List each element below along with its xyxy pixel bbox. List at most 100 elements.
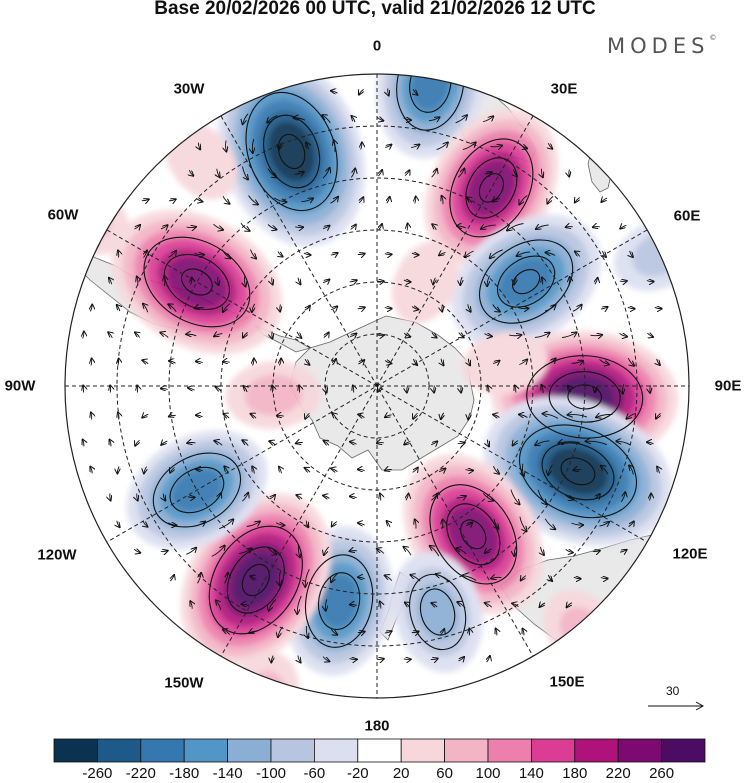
wind-vector bbox=[568, 386, 571, 393]
wind-vector bbox=[187, 497, 195, 498]
lon-label-30e: 30E bbox=[550, 80, 578, 98]
wind-vector bbox=[190, 601, 192, 609]
wind-vector bbox=[252, 303, 255, 312]
wind-vector bbox=[647, 333, 653, 337]
wind-vector bbox=[298, 277, 301, 285]
wind-vector bbox=[141, 199, 149, 200]
wind-vector bbox=[566, 227, 573, 228]
wind-vector bbox=[377, 443, 384, 444]
wind-vector bbox=[548, 574, 552, 581]
wind-vector bbox=[223, 303, 230, 312]
colorbar-swatch bbox=[97, 738, 142, 763]
wind-vector bbox=[194, 253, 204, 254]
wind-vector bbox=[405, 170, 409, 175]
wind-vector bbox=[540, 603, 546, 607]
wind-vector bbox=[243, 332, 248, 337]
wind-vector bbox=[303, 253, 311, 255]
wind-vector bbox=[160, 225, 168, 229]
wind-vector bbox=[324, 546, 330, 555]
wind-vector bbox=[468, 412, 470, 420]
wind-vector bbox=[407, 224, 408, 231]
anomaly-contour bbox=[512, 268, 541, 295]
wind-vector bbox=[332, 522, 338, 527]
wind-vector bbox=[410, 575, 421, 582]
wind-vector bbox=[412, 468, 418, 473]
wind-vector bbox=[267, 168, 277, 178]
wind-vector bbox=[431, 603, 438, 607]
wind-vector bbox=[83, 332, 84, 339]
wind-vector bbox=[245, 275, 246, 287]
wind-vector bbox=[573, 470, 582, 471]
wind-vector bbox=[507, 223, 524, 231]
wind-vector bbox=[198, 142, 200, 150]
wind-vector bbox=[430, 659, 438, 660]
wind-vector bbox=[487, 275, 489, 286]
wind-vector bbox=[630, 250, 633, 257]
wind-vector bbox=[272, 331, 273, 339]
wind-vector bbox=[214, 334, 223, 337]
wind-vector bbox=[168, 251, 177, 258]
wind-vector bbox=[492, 361, 500, 364]
wind-vector bbox=[110, 440, 112, 447]
wind-vector bbox=[519, 143, 527, 149]
wind-vector bbox=[242, 440, 249, 447]
anomaly-fill bbox=[499, 257, 554, 306]
wind-vector bbox=[458, 657, 464, 661]
wind-vector bbox=[649, 494, 651, 501]
anomaly-fill bbox=[469, 161, 514, 215]
wind-vector bbox=[514, 169, 518, 177]
wind-vector bbox=[442, 196, 443, 205]
wind-vector bbox=[359, 197, 363, 204]
wind-vector bbox=[541, 546, 545, 555]
wind-vector bbox=[357, 254, 365, 255]
wind-vector bbox=[623, 384, 624, 393]
brand-mark: © bbox=[709, 34, 717, 42]
wind-vector bbox=[541, 385, 543, 394]
wind-vector bbox=[186, 548, 196, 555]
wind-vector bbox=[135, 332, 140, 338]
wind-vector bbox=[279, 467, 282, 474]
anomaly-contour bbox=[446, 503, 501, 566]
wind-vector bbox=[385, 575, 393, 581]
wind-vector bbox=[572, 305, 582, 312]
wind-vector bbox=[469, 629, 470, 636]
colorbar-tick-label: -260 bbox=[82, 765, 113, 782]
wind-vector bbox=[377, 549, 385, 554]
wind-vector bbox=[250, 576, 257, 580]
wind-vector bbox=[523, 629, 525, 636]
anomaly-contour bbox=[241, 563, 270, 597]
wind-vector bbox=[568, 415, 588, 418]
colorbar-swatch bbox=[444, 738, 489, 763]
anomaly-contour bbox=[277, 133, 306, 170]
wind-vector bbox=[243, 113, 249, 124]
wind-vector bbox=[195, 198, 202, 201]
wind-vector bbox=[301, 198, 314, 201]
wind-vector bbox=[357, 632, 365, 633]
wind-vector bbox=[249, 631, 258, 633]
wind-vector bbox=[411, 307, 418, 310]
wind-vector bbox=[518, 308, 528, 309]
wind-vector bbox=[376, 117, 383, 120]
wind-vector bbox=[481, 225, 496, 229]
colorbar-tick-label: 20 bbox=[392, 765, 410, 782]
latitude-circle bbox=[116, 125, 638, 647]
wind-vector bbox=[267, 115, 278, 123]
wind-vector bbox=[440, 629, 444, 636]
wind-vector bbox=[142, 360, 149, 364]
wind-vector bbox=[133, 549, 140, 553]
wind-vector bbox=[253, 359, 254, 366]
wind-vector bbox=[223, 630, 231, 635]
wind-vector bbox=[108, 332, 112, 338]
wind-vector bbox=[592, 551, 600, 552]
wind-vector bbox=[143, 521, 148, 526]
wind-vector bbox=[654, 307, 662, 308]
wind-vector bbox=[224, 573, 228, 584]
wind-vector bbox=[160, 551, 168, 552]
wind-vector bbox=[187, 442, 196, 443]
wind-vector bbox=[330, 197, 339, 204]
wind-vector bbox=[135, 440, 139, 445]
wind-vector bbox=[189, 170, 193, 176]
wind-vector bbox=[559, 442, 581, 443]
wind-vector bbox=[117, 466, 119, 474]
